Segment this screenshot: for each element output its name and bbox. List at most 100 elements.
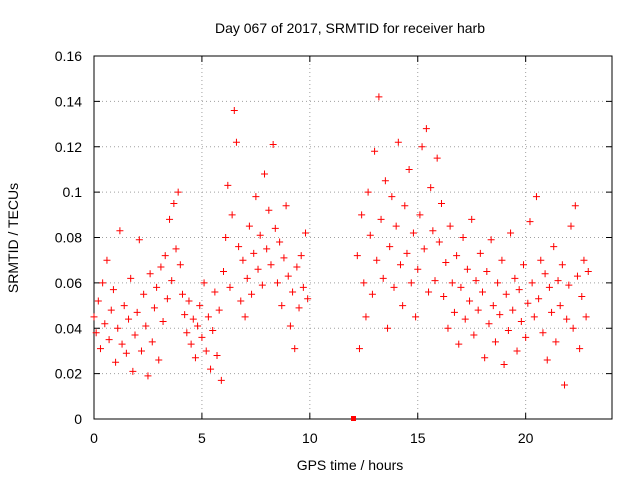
data-point bbox=[207, 365, 215, 373]
data-point bbox=[135, 236, 143, 244]
data-point bbox=[273, 279, 281, 287]
data-point bbox=[457, 283, 465, 291]
data-point bbox=[425, 288, 433, 296]
data-point bbox=[92, 329, 100, 337]
data-point bbox=[403, 249, 411, 257]
data-point bbox=[209, 327, 217, 335]
data-point bbox=[537, 256, 545, 264]
data-point bbox=[163, 295, 171, 303]
data-point bbox=[254, 265, 262, 273]
data-point bbox=[248, 290, 256, 298]
data-point bbox=[476, 249, 484, 257]
x-tick-label: 5 bbox=[198, 430, 206, 446]
data-point bbox=[472, 277, 480, 285]
data-point bbox=[405, 165, 413, 173]
data-point bbox=[125, 315, 133, 323]
data-point bbox=[489, 302, 497, 310]
data-point bbox=[392, 222, 400, 230]
data-point bbox=[101, 320, 109, 328]
data-point bbox=[146, 270, 154, 278]
data-point bbox=[558, 261, 566, 269]
data-point bbox=[137, 347, 145, 355]
data-point bbox=[532, 193, 540, 201]
data-point bbox=[166, 215, 174, 223]
data-point bbox=[133, 308, 141, 316]
data-point bbox=[198, 333, 206, 341]
x-tick-label: 15 bbox=[410, 430, 426, 446]
data-point bbox=[474, 306, 482, 314]
data-point bbox=[226, 283, 234, 291]
data-point bbox=[109, 286, 117, 294]
data-point bbox=[511, 274, 519, 282]
data-point bbox=[284, 272, 292, 280]
x-tick-label: 20 bbox=[518, 430, 534, 446]
data-point bbox=[204, 313, 212, 321]
data-point bbox=[245, 222, 253, 230]
data-point bbox=[148, 338, 156, 346]
data-point bbox=[530, 313, 538, 321]
data-point bbox=[522, 333, 530, 341]
data-point bbox=[261, 170, 269, 178]
data-point bbox=[491, 338, 499, 346]
data-point bbox=[429, 227, 437, 235]
y-tick-label: 0 bbox=[74, 411, 82, 427]
data-point bbox=[450, 308, 458, 316]
data-point bbox=[420, 245, 428, 253]
data-point bbox=[107, 306, 115, 314]
data-point bbox=[494, 279, 502, 287]
data-point bbox=[466, 297, 474, 305]
x-axis-marker bbox=[351, 416, 356, 421]
data-point bbox=[90, 313, 98, 321]
data-point bbox=[431, 277, 439, 285]
data-point bbox=[200, 279, 208, 287]
data-point bbox=[291, 345, 299, 353]
data-point bbox=[394, 138, 402, 146]
data-point bbox=[567, 222, 575, 230]
data-point bbox=[237, 297, 245, 305]
data-point bbox=[161, 252, 169, 260]
data-point bbox=[187, 340, 195, 348]
data-point bbox=[396, 261, 404, 269]
data-point bbox=[416, 211, 424, 219]
data-point bbox=[185, 297, 193, 305]
data-point bbox=[299, 283, 307, 291]
data-point bbox=[170, 199, 178, 207]
data-point bbox=[297, 252, 305, 260]
data-point bbox=[129, 367, 137, 375]
data-point bbox=[414, 265, 422, 273]
data-point bbox=[118, 340, 126, 348]
data-point bbox=[515, 286, 523, 294]
data-point bbox=[448, 279, 456, 287]
data-point bbox=[580, 256, 588, 264]
data-point bbox=[278, 302, 286, 310]
data-point bbox=[502, 290, 510, 298]
data-point bbox=[412, 313, 420, 321]
data-point bbox=[366, 231, 374, 239]
data-point bbox=[498, 256, 506, 264]
data-point bbox=[243, 274, 251, 282]
chart-title: Day 067 of 2017, SRMTID for receiver har… bbox=[215, 20, 485, 36]
data-point bbox=[181, 311, 189, 319]
data-point bbox=[390, 283, 398, 291]
data-point bbox=[230, 106, 238, 114]
data-point bbox=[144, 372, 152, 380]
data-point bbox=[267, 261, 275, 269]
data-point bbox=[520, 261, 528, 269]
data-point bbox=[552, 338, 560, 346]
data-point bbox=[269, 140, 277, 148]
data-point bbox=[479, 288, 486, 296]
y-tick-label: 0.14 bbox=[55, 93, 82, 109]
data-point bbox=[94, 297, 102, 305]
data-point bbox=[481, 354, 489, 362]
data-point bbox=[358, 211, 366, 219]
data-point bbox=[459, 234, 467, 241]
data-point bbox=[213, 351, 221, 359]
data-point bbox=[232, 138, 240, 146]
y-tick-label: 0.1 bbox=[63, 184, 83, 200]
data-point bbox=[543, 356, 551, 364]
data-point bbox=[455, 340, 463, 348]
data-point bbox=[265, 206, 273, 214]
data-point bbox=[131, 331, 139, 339]
data-point bbox=[280, 254, 288, 262]
